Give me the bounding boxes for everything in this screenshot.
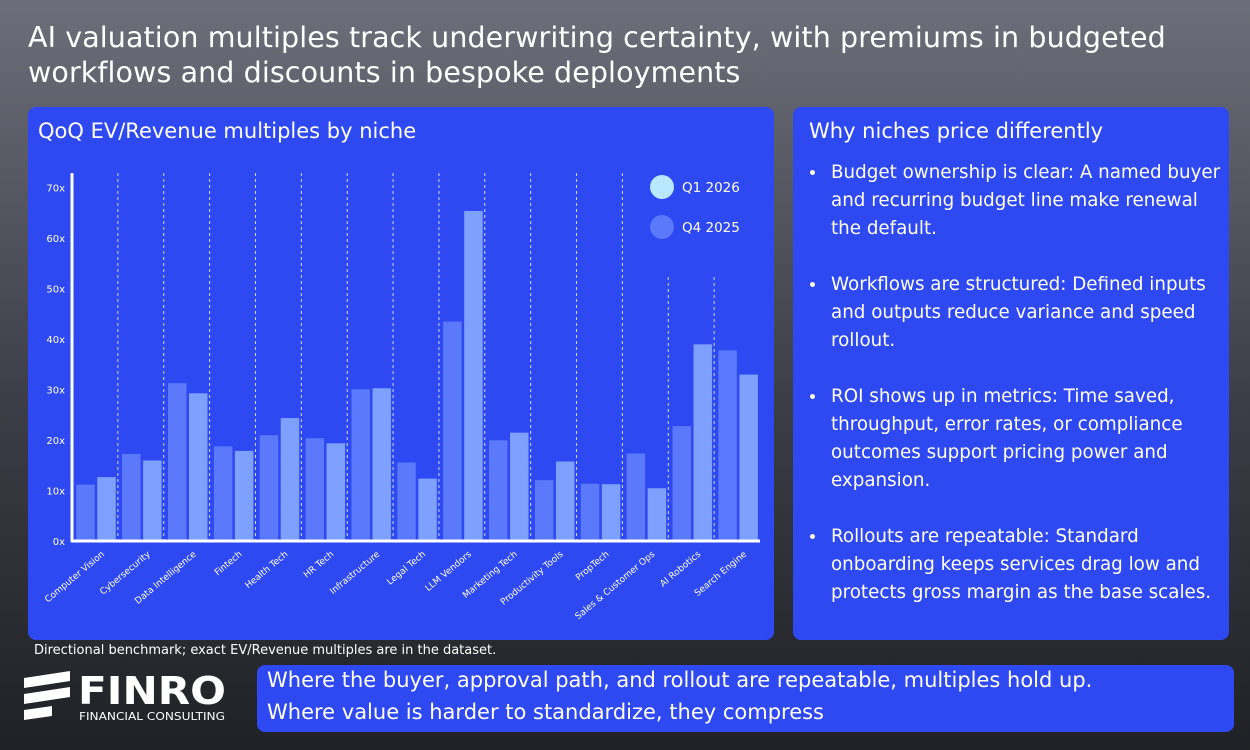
y-tick-label: 20x [46,436,65,447]
reasons-list: Budget ownership is clear: A named buyer… [809,159,1227,635]
bar-q4-2025 [350,388,371,542]
bar-q4-2025 [259,434,279,542]
bar-q4-2025 [626,452,646,542]
bar-q4-2025 [717,349,738,542]
x-tick-label: Sales & Customer Ops [574,549,658,622]
bar-q4-2025 [213,445,233,542]
y-tick-label: 40x [46,335,65,346]
y-tick-label: 30x [46,386,65,397]
reason-item: Budget ownership is clear: A named buyer… [827,159,1227,243]
page-title: AI valuation multiples track underwritin… [28,21,1166,89]
bar-q1-2026 [326,442,346,542]
finro-mark-icon [24,671,70,720]
bar-q1-2026 [647,487,667,542]
bar-q1-2026 [142,459,163,542]
bar-q1-2026 [555,460,575,542]
bar-q1-2026 [371,387,392,542]
logo-name: FINRO [78,669,226,713]
x-tick-label: Fintech [213,550,244,579]
x-tick-label: Health Tech [244,550,291,591]
x-tick-label: Legal Tech [385,550,428,588]
y-tick-label: 0x [53,537,65,548]
reasons-title: Why niches price differently [809,119,1104,143]
bar-q4-2025 [396,461,417,542]
bar-q1-2026 [463,210,484,542]
y-tick-label: 50x [46,285,65,296]
bar-q4-2025 [488,439,509,542]
bar-q1-2026 [96,476,117,542]
x-tick-label: LLM Vendors [424,549,474,593]
bar-q1-2026 [417,478,438,542]
x-tick-label: Infrastructure [328,549,382,597]
bar-q4-2025 [580,483,600,542]
logo-tagline: FINANCIAL CONSULTING [79,711,225,723]
y-tick-label: 10x [46,487,65,498]
x-tick-label: AI Robotics [658,549,703,589]
legend-label: Q4 2025 [682,220,740,236]
chart-title: QoQ EV/Revenue multiples by niche [38,119,417,143]
y-tick-label: 70x [46,184,65,195]
x-tick-label: HR Tech [302,550,336,581]
bar-q4-2025 [305,437,325,542]
reason-item: ROI shows up in metrics: Time saved, thr… [827,383,1227,495]
bar-q1-2026 [188,392,208,542]
reasons-panel: Why niches price differently Budget owne… [793,107,1229,640]
bar-q1-2026 [601,483,621,542]
x-tick-label: Computer Vision [43,550,106,606]
legend-swatch [650,215,674,239]
callout-line-1: Where the buyer, approval path, and roll… [267,668,1093,692]
finro-logo: FINRO FINANCIAL CONSULTING [24,669,226,723]
footnote: Directional benchmark; exact EV/Revenue … [34,643,497,658]
y-tick-label: 60x [46,234,65,245]
bar-q4-2025 [442,321,463,542]
chart-panel: QoQ EV/Revenue multiples by niche 0x 10x 2… [28,107,774,640]
reason-item: Workflows are structured: Defined inputs… [827,271,1227,355]
legend-label: Q1 2026 [682,180,740,196]
bar-q1-2026 [509,432,530,542]
bar-q4-2025 [121,453,142,542]
bar-q4-2025 [672,425,692,542]
bar-q1-2026 [738,374,759,542]
bar-q1-2026 [280,417,300,542]
bar-q4-2025 [75,484,96,542]
bar-q4-2025 [534,479,554,542]
bar-q1-2026 [693,343,713,542]
legend-swatch [650,175,674,199]
x-tick-label: PropTech [574,550,611,583]
bar-q1-2026 [234,450,254,542]
bar-q4-2025 [167,382,187,542]
callout-line-2: Where value is harder to standardize, th… [267,700,825,724]
key-takeaway-callout: Where the buyer, approval path, and roll… [257,665,1234,732]
reason-item: Rollouts are repeatable: Standard onboar… [827,523,1227,607]
